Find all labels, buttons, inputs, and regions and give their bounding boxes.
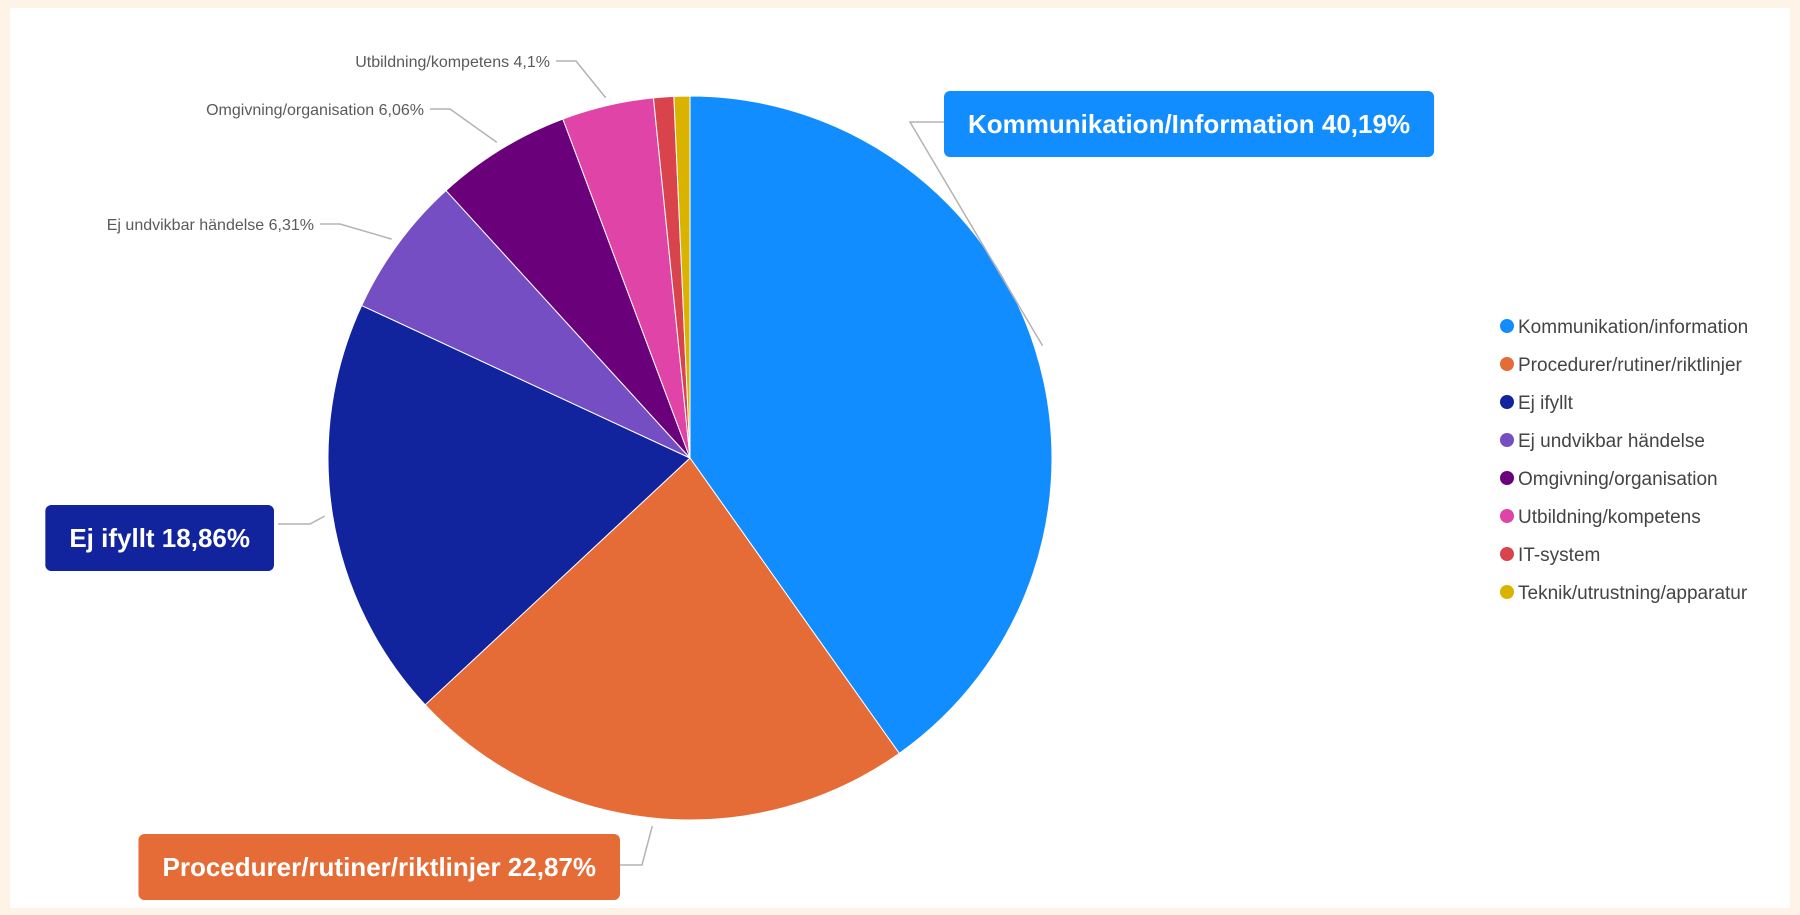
leader-line-ej-ifyllt — [278, 515, 325, 525]
callout-text-procedurer-rutiner-riktlinjer: Procedurer/rutiner/riktlinjer 22,87% — [162, 852, 596, 882]
pie-slice-teknik-utrustning-apparatur[interactable] — [673, 95, 691, 459]
chart-card: Kommunikation/Information 40,19% Procedur… — [10, 8, 1790, 908]
legend-label-teknik-utrustning-apparatur: Teknik/utrustning/apparatur — [1518, 583, 1748, 604]
leader-line-omgivning-organisation — [430, 108, 498, 144]
data-labels: Kommunikation/Information 40,19% Procedur… — [45, 54, 1435, 900]
legend-item-teknik-utrustning-apparatur[interactable]: Teknik/utrustning/apparatur — [1500, 583, 1748, 604]
legend-item-utbildning-kompetens[interactable]: Utbildning/kompetens — [1500, 507, 1701, 528]
legend-label-ej-ifyllt: Ej ifyllt — [1518, 393, 1574, 414]
pie-slice-omgivning-organisation[interactable] — [445, 118, 691, 459]
leader-line-utbildning-kompetens — [556, 60, 607, 99]
callout-ej-ifyllt: Ej ifyllt 18,86% — [45, 505, 274, 571]
pie-slice-ej-undvikbar-handelse[interactable] — [361, 189, 691, 459]
pie-slices — [327, 95, 1053, 821]
leader-line-ej-undvikbar-handelse — [320, 223, 392, 240]
legend-item-procedurer-rutiner-riktlinjer[interactable]: Procedurer/rutiner/riktlinjer — [1500, 355, 1743, 376]
data-label-utbildning-kompetens: Utbildning/kompetens 4,1% — [355, 54, 550, 71]
pie-chart: Kommunikation/Information 40,19% Procedur… — [45, 54, 1748, 900]
legend-label-utbildning-kompetens: Utbildning/kompetens — [1518, 507, 1701, 528]
legend: Kommunikation/information Procedurer/ruti… — [1500, 317, 1748, 604]
callout-box-procedurer-rutiner-riktlinjer — [138, 834, 620, 900]
legend-marker-kommunikation-information — [1500, 319, 1514, 333]
legend-marker-it-system — [1500, 547, 1514, 561]
callout-kommunikation-information: Kommunikation/Information 40,19% — [944, 91, 1435, 157]
legend-marker-utbildning-kompetens — [1500, 509, 1514, 523]
legend-marker-omgivning-organisation — [1500, 471, 1514, 485]
label-leader-lines — [278, 60, 1044, 866]
pie-slice-procedurer-rutiner-riktlinjer[interactable] — [424, 457, 900, 821]
callout-box-ej-ifyllt — [45, 505, 274, 571]
legend-item-kommunikation-information[interactable]: Kommunikation/information — [1500, 317, 1748, 338]
legend-label-it-system: IT-system — [1518, 545, 1600, 566]
legend-marker-procedurer-rutiner-riktlinjer — [1500, 357, 1514, 371]
callout-box-kommunikation-information — [944, 91, 1435, 157]
callout-procedurer-rutiner-riktlinjer: Procedurer/rutiner/riktlinjer 22,87% — [138, 834, 620, 900]
callout-text-ej-ifyllt: Ej ifyllt 18,86% — [69, 523, 250, 553]
leader-line-kommunikation-information — [908, 121, 1044, 347]
legend-label-procedurer-rutiner-riktlinjer: Procedurer/rutiner/riktlinjer — [1518, 355, 1743, 376]
data-label-ej-undvikbar-handelse: Ej undvikbar händelse 6,31% — [107, 217, 314, 234]
legend-marker-teknik-utrustning-apparatur — [1500, 585, 1514, 599]
leader-line-procedurer-rutiner-riktlinjer — [610, 825, 654, 866]
data-label-omgivning-organisation: Omgivning/organisation 6,06% — [206, 102, 424, 119]
callout-text-kommunikation-information: Kommunikation/Information 40,19% — [968, 109, 1410, 139]
legend-label-kommunikation-information: Kommunikation/information — [1518, 317, 1748, 338]
legend-label-omgivning-organisation: Omgivning/organisation — [1518, 469, 1718, 490]
legend-marker-ej-ifyllt — [1500, 395, 1514, 409]
legend-item-ej-ifyllt[interactable]: Ej ifyllt — [1500, 393, 1574, 414]
pie-slice-kommunikation-information[interactable] — [689, 95, 1053, 755]
legend-item-it-system[interactable]: IT-system — [1500, 545, 1600, 566]
legend-marker-ej-undvikbar-handelse — [1500, 433, 1514, 447]
legend-label-ej-undvikbar-handelse: Ej undvikbar händelse — [1518, 431, 1705, 452]
legend-item-ej-undvikbar-handelse[interactable]: Ej undvikbar händelse — [1500, 431, 1705, 452]
legend-item-omgivning-organisation[interactable]: Omgivning/organisation — [1500, 469, 1718, 490]
pie-slice-ej-ifyllt[interactable] — [327, 304, 691, 706]
